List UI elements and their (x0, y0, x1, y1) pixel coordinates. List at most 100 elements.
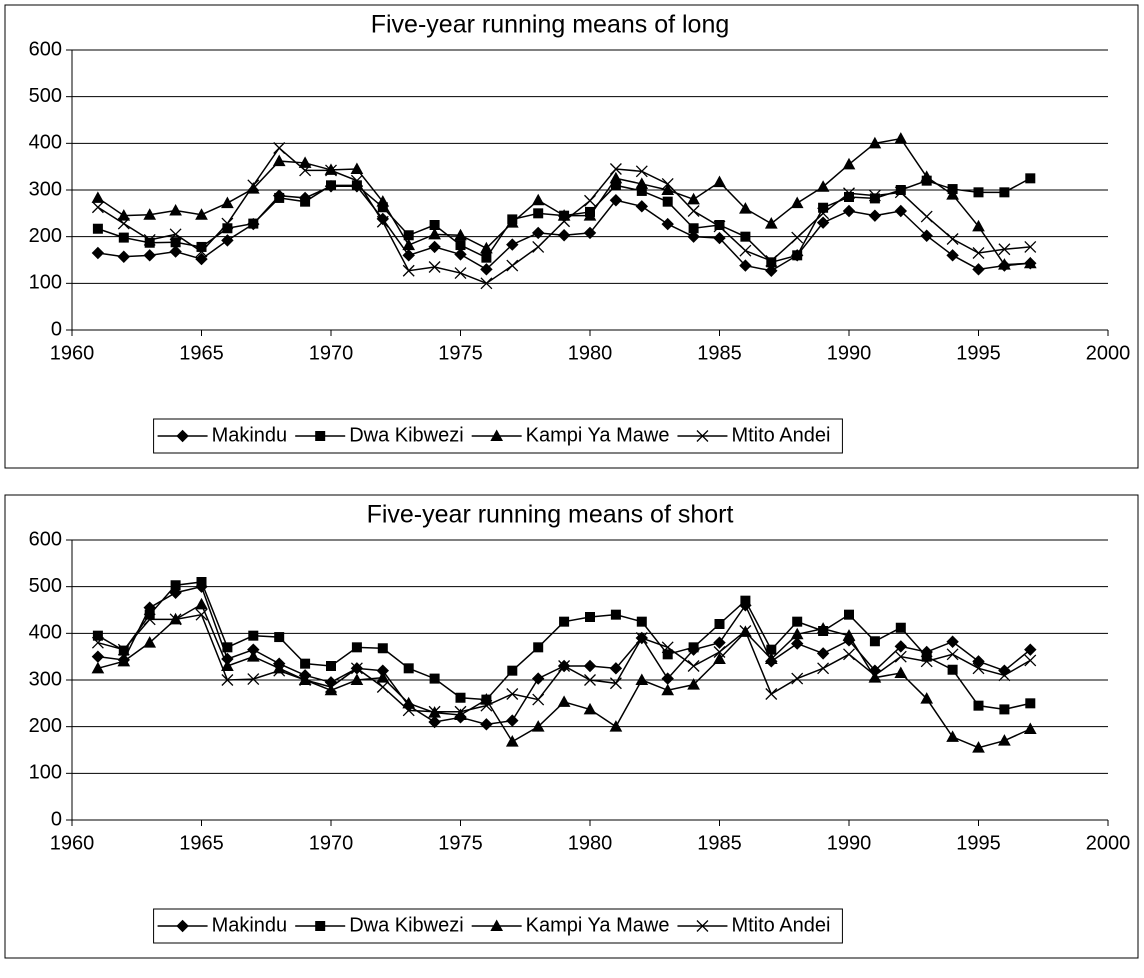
marker-triangle (505, 735, 519, 747)
marker-square (222, 223, 233, 234)
marker-square (248, 218, 259, 229)
marker-triangle (816, 180, 830, 192)
marker-triangle (635, 673, 649, 685)
legend-label: Kampi Ya Mawe (526, 914, 670, 936)
marker-diamond (972, 263, 985, 276)
marker-x (532, 240, 545, 253)
marker-diamond (946, 249, 959, 262)
marker-diamond (583, 226, 597, 240)
marker-square (170, 237, 181, 248)
marker-x (894, 186, 907, 199)
marker-square (144, 237, 155, 248)
marker-square (662, 196, 673, 207)
marker-triangle (790, 196, 804, 209)
marker-triangle (531, 720, 545, 732)
marker-diamond (176, 429, 189, 443)
marker-triangle (490, 919, 504, 931)
marker-diamond (91, 246, 105, 260)
marker-triangle (713, 175, 726, 188)
legend-label: Dwa Kibwezi (349, 424, 463, 446)
marker-diamond (894, 204, 908, 218)
marker-x (843, 648, 855, 661)
marker-square (351, 642, 362, 653)
marker-triangle (350, 673, 364, 685)
marker-square (222, 642, 233, 653)
marker-square (533, 208, 544, 219)
marker-square (688, 223, 699, 234)
marker-square (662, 649, 673, 660)
marker-triangle (557, 695, 571, 707)
x-tick-label: 1975 (438, 342, 483, 364)
marker-square (740, 231, 751, 242)
marker-diamond (687, 230, 700, 243)
marker-square (792, 250, 803, 261)
y-tick-label: 200 (29, 715, 62, 737)
marker-triangle (635, 177, 649, 189)
marker-square (818, 202, 829, 213)
marker-x (480, 277, 493, 290)
marker-x (868, 189, 881, 202)
marker-x (765, 254, 778, 267)
marker-triangle (894, 132, 908, 144)
marker-diamond (531, 226, 545, 240)
marker-diamond (143, 249, 156, 262)
x-tick-label: 1985 (697, 342, 742, 364)
marker-x (273, 664, 286, 677)
marker-square (377, 643, 388, 654)
marker-square (1025, 173, 1036, 184)
marker-x (920, 655, 933, 668)
marker-square (326, 180, 336, 191)
legend-label: Makindu (212, 914, 288, 936)
marker-square (300, 196, 311, 207)
marker-x (609, 163, 622, 175)
marker-triangle (764, 652, 778, 664)
marker-x (428, 705, 441, 718)
marker-diamond (221, 234, 234, 247)
marker-triangle (816, 622, 830, 634)
marker-diamond (765, 264, 778, 277)
marker-triangle (972, 219, 985, 232)
marker-x (1024, 240, 1037, 253)
marker-x (635, 165, 648, 178)
marker-x (817, 662, 830, 675)
marker-square (740, 595, 751, 606)
x-tick-label: 1980 (568, 342, 613, 364)
y-tick-label: 400 (29, 132, 62, 154)
marker-x (739, 625, 752, 637)
marker-square (714, 220, 725, 230)
marker-triangle (480, 241, 493, 254)
marker-square (869, 636, 880, 647)
marker-triangle (402, 696, 416, 709)
y-tick-label: 500 (29, 575, 62, 597)
marker-triangle (946, 730, 959, 742)
marker-diamond (894, 640, 908, 653)
marker-x (117, 217, 130, 230)
marker-x (91, 636, 104, 649)
marker-square (455, 240, 466, 251)
marker-x (506, 259, 519, 272)
x-tick-label: 1965 (179, 342, 224, 364)
marker-x (1024, 654, 1037, 667)
legend-label: Mtito Andei (731, 914, 830, 936)
marker-triangle (713, 652, 726, 664)
marker-x (920, 210, 933, 223)
marker-triangle (739, 202, 752, 214)
y-tick-label: 0 (51, 808, 62, 830)
legend: Makindu Dwa Kibwezi Kampi Ya Mawe Mtito And… (153, 908, 843, 944)
marker-x (195, 608, 208, 621)
marker-diamond (920, 229, 933, 242)
marker-x (687, 205, 700, 217)
marker-triangle (790, 627, 804, 640)
marker-square (973, 187, 984, 198)
marker-x (584, 194, 596, 207)
marker-x (402, 704, 415, 717)
x-tick-label: 1965 (179, 832, 224, 854)
marker-diamond (816, 647, 830, 660)
x-tick-label: 1995 (956, 832, 1001, 854)
marker-x (325, 164, 337, 177)
marker-square (170, 580, 181, 591)
marker-square (688, 642, 699, 653)
marker-x (661, 177, 674, 190)
marker-square (315, 431, 326, 441)
marker-x (946, 233, 959, 245)
